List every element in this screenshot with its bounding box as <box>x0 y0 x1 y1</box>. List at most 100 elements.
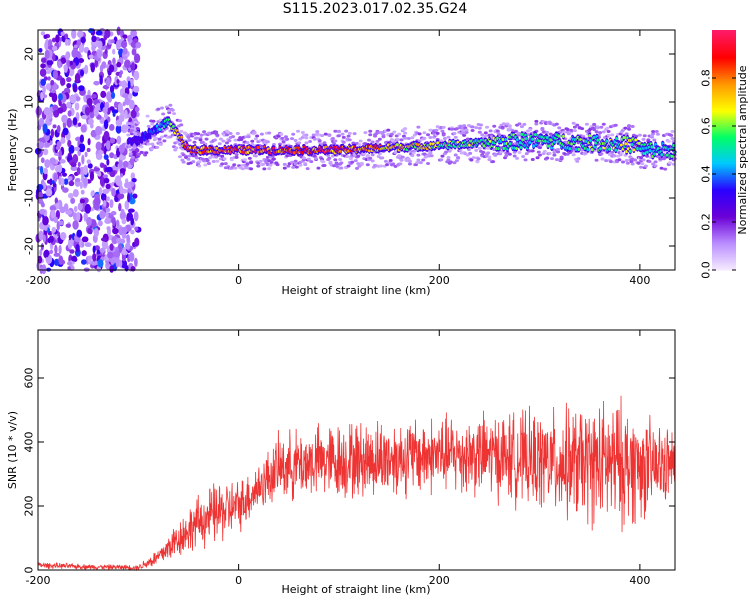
spectrogram-cell <box>485 125 490 129</box>
colorbar-step <box>712 268 736 271</box>
spectrogram-cell <box>403 136 408 140</box>
spectrogram-cell <box>256 164 261 168</box>
spectrogram-cell <box>562 134 565 138</box>
spectrogram-cell <box>58 163 63 173</box>
spectrogram-cell <box>64 33 69 40</box>
spectrogram-cell <box>537 153 542 157</box>
spectrogram-cell <box>416 125 421 129</box>
spectrogram-cell <box>65 223 71 228</box>
spectrogram-cell <box>341 140 346 144</box>
colorbar-step <box>712 252 736 255</box>
spectrogram-cell <box>381 135 386 139</box>
spectrogram-cell <box>78 122 82 127</box>
colorbar-step <box>712 198 736 201</box>
spectrogram-cell <box>271 143 276 147</box>
spectrogram-cell <box>480 133 485 137</box>
spectrogram-cell <box>81 236 89 243</box>
spectrogram-cell <box>150 122 155 126</box>
spectrogram-cell <box>60 137 66 144</box>
spectrogram-cell <box>355 166 360 170</box>
spectrogram-cell <box>83 212 88 221</box>
spectrogram-cell <box>622 135 626 140</box>
spectrogram-cell <box>333 129 338 133</box>
spectrogram-cell <box>641 146 645 150</box>
spectrogram-cell <box>105 183 111 190</box>
spectrogram-cell <box>215 159 220 163</box>
spectrogram-cell <box>297 141 302 145</box>
snr-x-label: Height of straight line (km) <box>281 583 430 596</box>
colorbar-step <box>712 260 736 263</box>
spectrogram-cell <box>565 127 570 131</box>
spectrogram-cell <box>486 151 491 155</box>
spectrogram-cell <box>127 208 135 213</box>
spectrogram-cell <box>448 160 453 164</box>
spectrogram-cell <box>124 200 130 210</box>
spectrogram-cell <box>222 157 227 161</box>
spectrogram-cell <box>608 160 613 164</box>
spectrogram-cell <box>77 202 83 211</box>
spectrogram-cell <box>515 156 520 160</box>
spectrogram-cell <box>285 137 290 141</box>
spectrogram-cell <box>245 141 250 145</box>
spectrogram-cell <box>122 34 128 39</box>
spectrogram-cell <box>131 156 136 160</box>
spectrogram-cell <box>667 161 672 165</box>
spectrogram-cell <box>115 39 121 50</box>
spectrogram-cell <box>416 158 421 162</box>
spectrogram-cell <box>124 59 131 69</box>
spectrogram-cell <box>304 133 309 137</box>
spectrogram-cell <box>554 158 559 162</box>
spectrogram-cell <box>66 101 72 109</box>
spectrogram-cell <box>72 117 78 126</box>
colorbar-step <box>712 178 736 181</box>
colorbar-step <box>712 264 736 267</box>
spectrogram-cell <box>568 147 572 151</box>
spectrogram-cell <box>127 121 132 125</box>
spectrogram-cell <box>575 159 580 163</box>
spectrogram-cell <box>99 247 106 254</box>
spectrogram-cell <box>39 165 44 175</box>
spectrogram-cell <box>133 38 139 44</box>
spectrogram-cell <box>118 114 125 123</box>
spectrogram-cell <box>322 163 327 167</box>
spectrogram-cell <box>613 123 618 127</box>
spectrogram-cell <box>66 82 72 89</box>
spectrogram-cell <box>497 146 500 151</box>
spectrogram-cell <box>235 131 240 135</box>
spectrogram-cell <box>51 226 57 233</box>
spectrogram-cell <box>306 157 311 161</box>
spectrogram-cell <box>654 129 659 133</box>
spectrogram-cell <box>217 142 222 146</box>
spectrogram-cell <box>653 152 657 156</box>
spectrogram-cell <box>599 125 604 129</box>
spectrogram-cell <box>124 181 131 189</box>
colorbar-step <box>712 68 736 71</box>
spectrogram-cell <box>316 166 321 170</box>
spectrogram-cell <box>129 157 135 166</box>
y-tick-label: -10 <box>23 189 36 207</box>
colorbar-step <box>712 228 736 231</box>
spectrogram-cell <box>301 151 304 155</box>
colorbar-step <box>712 168 736 171</box>
spectrogram-cell <box>398 162 403 166</box>
spectrogram-cell <box>197 164 202 168</box>
spectrogram-cell <box>40 243 44 251</box>
colorbar-step <box>712 230 736 233</box>
colorbar-tick-label: 0.8 <box>700 69 713 87</box>
spectrogram-cell <box>172 112 177 116</box>
spectrogram-cell <box>57 107 64 114</box>
spectrogram-cell <box>87 118 94 126</box>
spectrogram-cell <box>223 162 228 166</box>
spectrogram-cell <box>121 218 127 225</box>
spectrogram-cell <box>84 151 88 158</box>
spectrogram-cell <box>488 129 493 133</box>
spectrogram-cell <box>453 153 458 157</box>
spectrogram-panel: -200 0 200 400 -20 -10 0 10 20 Height of straig… <box>6 26 677 297</box>
spectrogram-cell <box>122 246 127 256</box>
x-tick-label: 400 <box>629 574 650 587</box>
spectrogram-cell <box>320 134 325 138</box>
colorbar-step <box>712 170 736 173</box>
colorbar-step <box>712 134 736 137</box>
y-tick-label: 10 <box>23 95 36 109</box>
spectrogram-cell <box>388 158 393 162</box>
